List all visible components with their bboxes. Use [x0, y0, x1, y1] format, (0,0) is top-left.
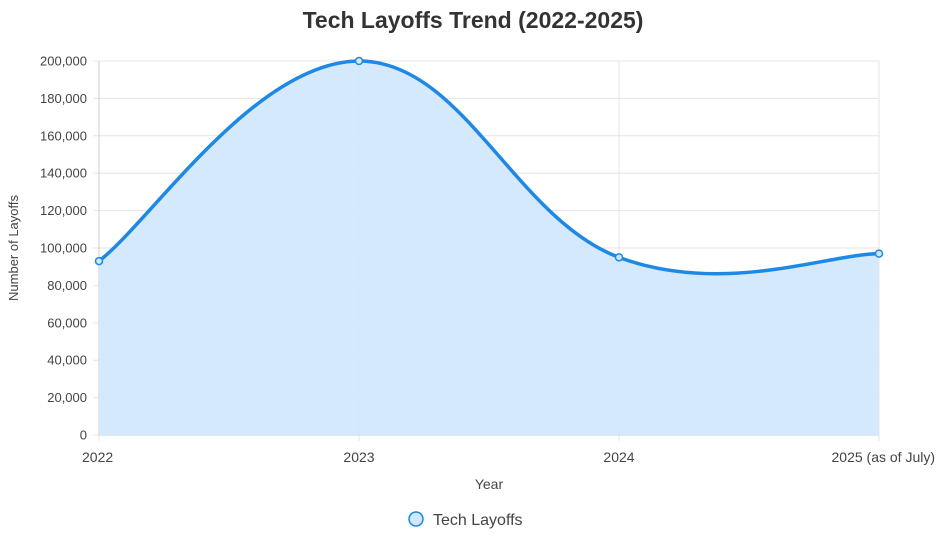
legend-marker [408, 511, 424, 527]
y-tick-label: 120,000 [40, 203, 87, 218]
y-tick-label: 140,000 [40, 166, 87, 181]
legend[interactable]: Tech Layoffs [408, 511, 523, 529]
y-tick-label: 180,000 [40, 91, 87, 106]
y-axis-ticks: 0 20,000 40,000 60,000 80,000 100,000 120,000 1… [40, 54, 87, 443]
data-point[interactable] [354, 56, 364, 66]
y-tick-label: 100,000 [40, 241, 87, 256]
y-tick-label: 40,000 [47, 353, 87, 368]
x-tick-label: 2025 (as of July) [832, 449, 936, 465]
series-line [97, 59, 880, 276]
x-tick-label: 2023 [343, 449, 374, 465]
y-tick-label: 80,000 [47, 278, 87, 293]
data-points [94, 56, 884, 266]
chart-title: Tech Layoffs Trend (2022-2025) [303, 7, 644, 33]
y-tick-label: 0 [80, 428, 87, 443]
x-tick-label: 2022 [82, 449, 113, 465]
legend-label: Tech Layoffs [433, 512, 523, 529]
y-axis-label: Number of Layoffs [6, 195, 21, 301]
y-tick-label: 60,000 [47, 315, 87, 330]
y-tick-label: 160,000 [40, 128, 87, 143]
x-axis-label: Year [475, 476, 504, 492]
data-point[interactable] [874, 249, 884, 258]
data-point[interactable] [94, 256, 104, 266]
x-tick-label: 2024 [603, 449, 634, 465]
y-tick-label: 200,000 [40, 54, 87, 69]
data-point[interactable] [614, 253, 624, 262]
x-axis-ticks: 2022 2023 2024 2025 (as of July) [82, 449, 935, 465]
series-area-fill [99, 61, 879, 435]
y-tick-label: 20,000 [47, 390, 87, 405]
